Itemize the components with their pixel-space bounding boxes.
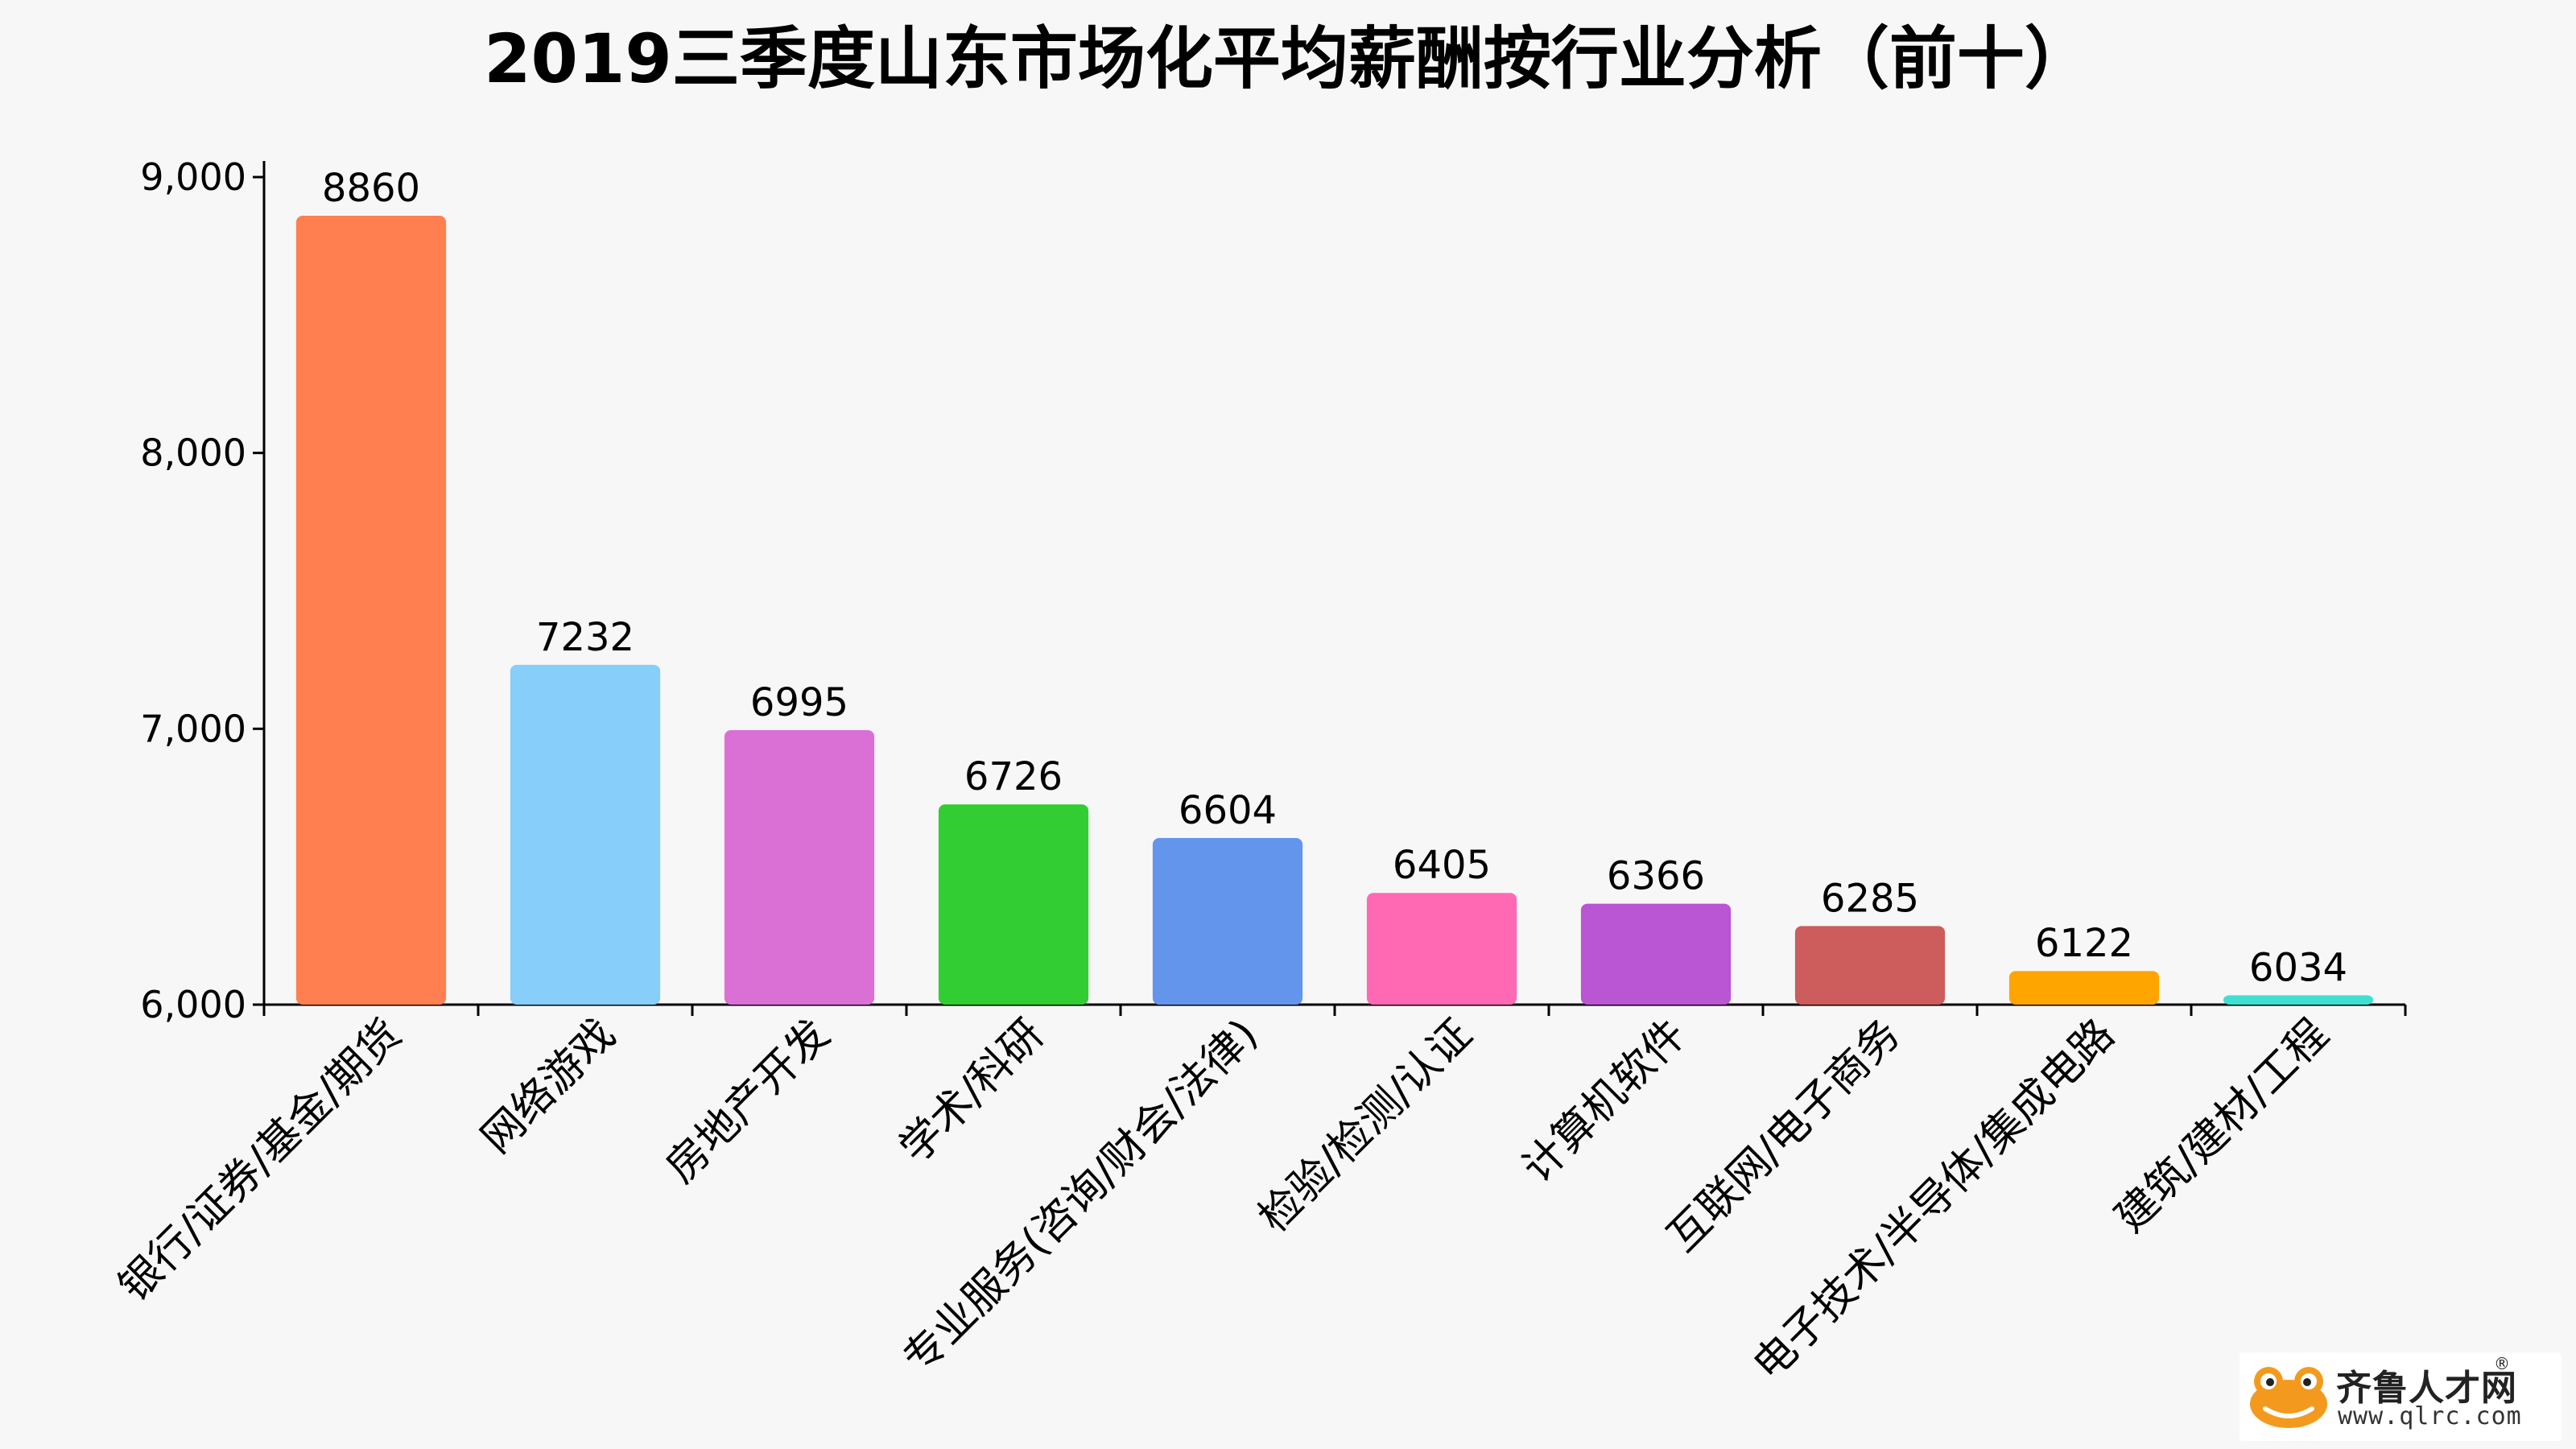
value-labels: 8860 7232 6995 6726 6604 6405 6366 6285 6122 6034 (322, 166, 2347, 990)
bar-value-label: 6366 (1607, 854, 1705, 899)
bar (2223, 995, 2374, 1005)
bar-value-label: 6285 (1821, 876, 1919, 921)
watermark-name: 齐鲁人才网 (2336, 1368, 2517, 1409)
bars (295, 215, 2374, 1005)
category-label: 建筑/建材/工程 (2106, 1010, 2338, 1242)
category-label: 银行/证券/基金/期货 (109, 1010, 411, 1311)
bar (1366, 893, 1517, 1005)
bar (1580, 903, 1732, 1005)
category-label: 网络游戏 (473, 1010, 625, 1163)
y-tick-label: 9,000 (140, 155, 246, 199)
frog-logo-icon (2250, 1367, 2327, 1428)
bar-value-label: 8860 (322, 166, 420, 211)
bar-value-label: 6726 (964, 754, 1063, 799)
chart-title: 2019三季度山东市场化平均薪酬按行业分析（前十） (484, 19, 2092, 98)
bar (938, 804, 1089, 1005)
category-labels: 银行/证券/基金/期货 网络游戏 房地产开发 学术/科研专业服务(咨询/财会/法律)检… (109, 1010, 2338, 1390)
y-tick-label: 7,000 (140, 707, 246, 750)
category-label: 房地产开发 (657, 1010, 839, 1192)
y-tick-label: 6,000 (140, 983, 246, 1026)
bar-value-label: 6604 (1179, 788, 1277, 833)
category-label: 检验/检测/认证 (1249, 1010, 1481, 1242)
bar (724, 730, 875, 1005)
bar (2008, 971, 2160, 1005)
category-label: 电子技术/半导体/集成电路 (1744, 1010, 2124, 1390)
bar (1794, 926, 1946, 1005)
category-label: 计算机软件 (1513, 1010, 1695, 1192)
bar-value-label: 7232 (536, 615, 634, 660)
category-label: 互联网/电子商务 (1658, 1010, 1909, 1261)
bar-value-label: 6995 (750, 680, 848, 725)
watermark-url: www.qlrc.com (2338, 1402, 2522, 1430)
bar (1152, 838, 1303, 1005)
category-label: 学术/科研 (890, 1010, 1053, 1173)
watermark-logo: 齐鲁人才网 ® www.qlrc.com (2240, 1352, 2562, 1441)
bar-value-label: 6122 (2035, 921, 2133, 966)
bar-value-label: 6034 (2249, 945, 2347, 990)
bar (510, 664, 661, 1005)
registered-mark: ® (2494, 1354, 2510, 1373)
category-label: 专业服务(咨询/财会/法律) (894, 1010, 1268, 1384)
bar (295, 215, 447, 1005)
bar-value-label: 6405 (1393, 843, 1491, 888)
y-tick-label: 8,000 (140, 431, 246, 475)
